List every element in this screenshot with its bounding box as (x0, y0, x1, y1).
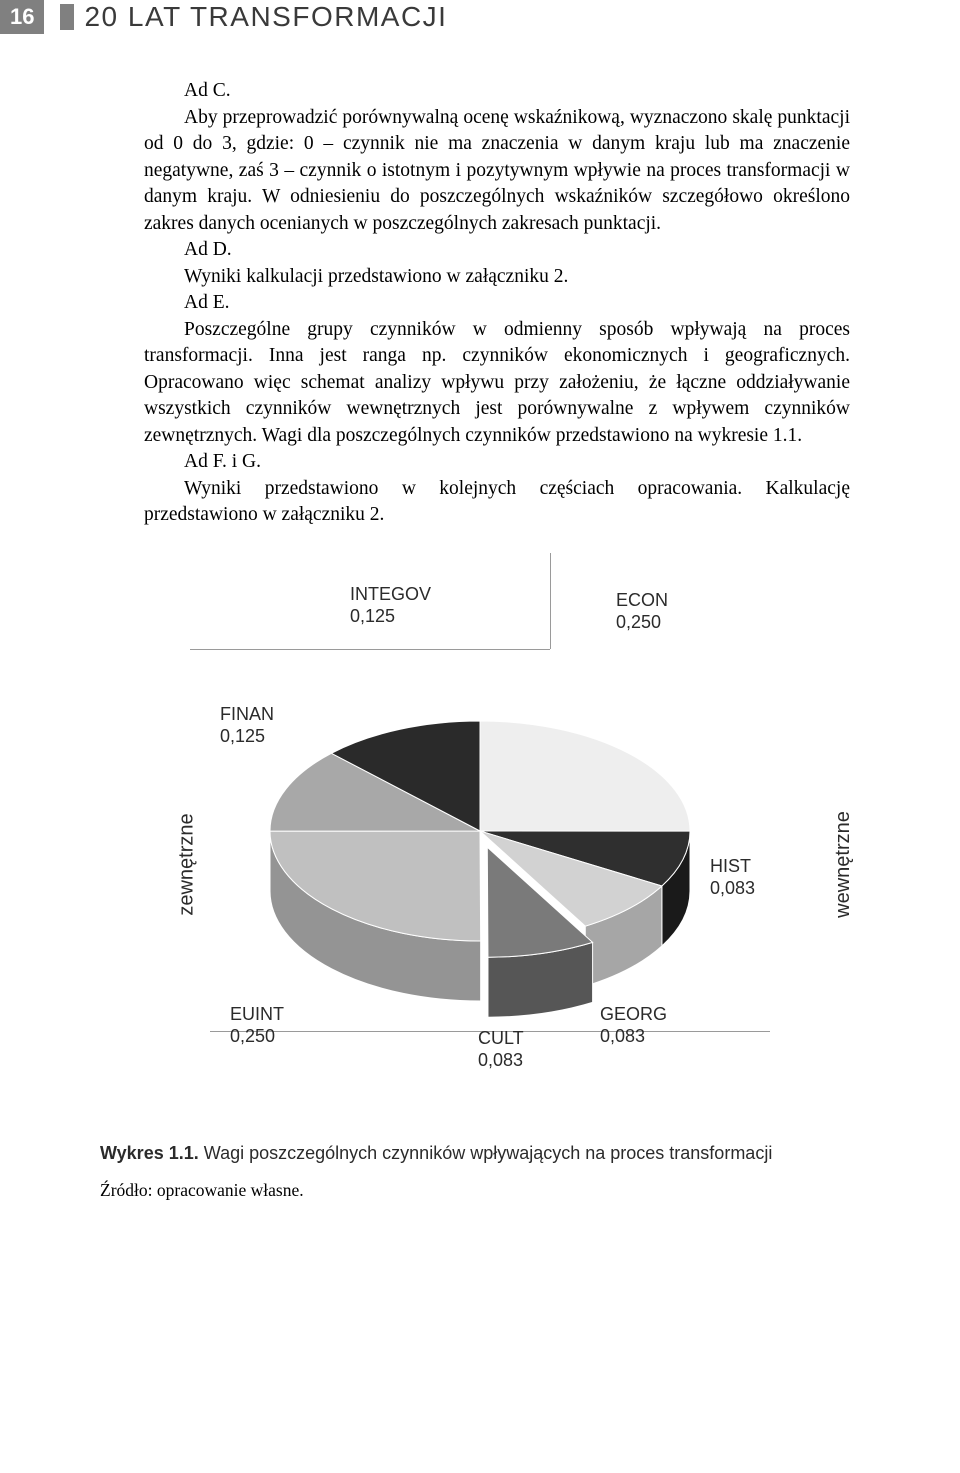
label-finan: FINAN 0,125 (220, 703, 274, 748)
label-cult: CULT 0,083 (478, 1027, 524, 1072)
label-hist: HIST 0,083 (710, 855, 755, 900)
para-4: Wyniki kalkulacji przedstawiono w załącz… (144, 264, 850, 291)
label-finan-key: FINAN (220, 704, 274, 724)
guide-vline (550, 553, 551, 649)
caption-label: Wykres 1.1. (100, 1143, 199, 1163)
caption-text: Wagi poszczególnych czynników wpływający… (199, 1143, 773, 1163)
page-number: 16 (0, 0, 44, 34)
side-label-right: wewnętrzne (832, 811, 855, 918)
label-integov-key: INTEGOV (350, 584, 431, 604)
label-georg-val: 0,083 (600, 1025, 667, 1048)
label-hist-key: HIST (710, 856, 751, 876)
pie-svg (220, 641, 740, 1041)
side-label-left: zewnętrzne (176, 813, 199, 915)
label-econ-key: ECON (616, 590, 668, 610)
source-line: Źródło: opracowanie własne. (0, 1180, 960, 1201)
para-2: Aby przeprowadzić porównywalną ocenę wsk… (144, 105, 850, 238)
label-integov: INTEGOV 0,125 (350, 583, 431, 628)
para-8: Wyniki przedstawiono w kolejnych częścia… (144, 476, 850, 529)
header-title: 20 LAT TRANSFORMACJI (84, 1, 447, 33)
label-econ-val: 0,250 (616, 611, 668, 634)
para-6: Poszczególne grupy czynników w odmienny … (144, 317, 850, 450)
label-georg-key: GEORG (600, 1004, 667, 1024)
label-econ: ECON 0,250 (616, 589, 668, 634)
para-adc: Ad C. (144, 78, 850, 105)
label-finan-val: 0,125 (220, 725, 274, 748)
label-cult-key: CULT (478, 1028, 524, 1048)
label-euint: EUINT 0,250 (230, 1003, 284, 1048)
para-ade: Ad E. (144, 290, 850, 317)
para-adfg: Ad F. i G. (144, 449, 850, 476)
pie-chart: INTEGOV 0,125 ECON 0,250 FINAN 0,125 HIS… (130, 553, 830, 1113)
header-bar-icon (60, 4, 74, 30)
body-text: Ad C. Aby przeprowadzić porównywalną oce… (0, 78, 960, 529)
chart-caption: Wykres 1.1. Wagi poszczególnych czynnikó… (0, 1143, 960, 1164)
label-cult-val: 0,083 (478, 1049, 524, 1072)
label-hist-val: 0,083 (710, 877, 755, 900)
label-euint-val: 0,250 (230, 1025, 284, 1048)
page-header: 16 20 LAT TRANSFORMACJI (0, 0, 960, 34)
label-euint-key: EUINT (230, 1004, 284, 1024)
label-georg: GEORG 0,083 (600, 1003, 667, 1048)
label-integov-val: 0,125 (350, 605, 431, 628)
para-add: Ad D. (144, 237, 850, 264)
